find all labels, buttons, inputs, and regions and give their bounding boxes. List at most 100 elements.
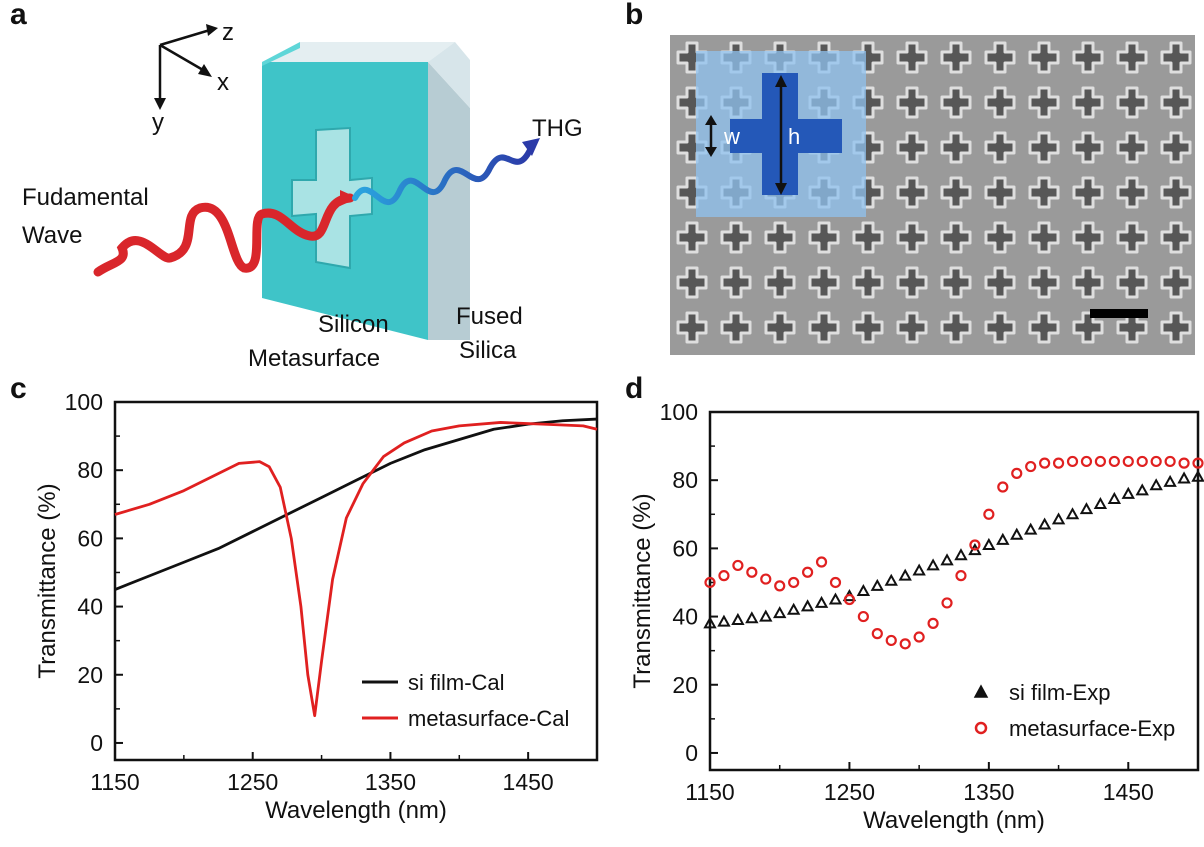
chart-d: 1150 1250 1350 1450 0 20 40 60 80 100 Wavelength (… — [629, 399, 1204, 834]
data-point-circle — [815, 556, 828, 568]
chart-c: 1150 1250 1350 1450 0 20 40 60 80 100 Wavelength (… — [34, 389, 599, 824]
x-tick-label: 1150 — [685, 779, 734, 805]
y-tick-label: 100 — [660, 399, 698, 425]
axis-z-label: z — [222, 19, 234, 46]
data-point-triangle — [912, 563, 926, 576]
data-point-triangle — [996, 532, 1010, 545]
data-point-circle — [1052, 457, 1065, 469]
data-point-triangle — [856, 583, 871, 596]
thg-label: THG — [532, 115, 583, 142]
panel-letter-d: d — [625, 372, 644, 405]
data-point-circle — [1150, 455, 1162, 468]
data-point-triangle — [1107, 491, 1122, 504]
data-point-circle — [746, 566, 758, 578]
x-tick-label: 1450 — [1103, 779, 1154, 805]
data-point-circle — [760, 573, 772, 585]
plot-frame — [113, 400, 599, 762]
data-point-triangle — [717, 614, 731, 627]
data-point-triangle — [1149, 478, 1163, 491]
data-point-circle — [941, 597, 953, 609]
data-point-circle — [871, 628, 883, 640]
data-point-circle — [1108, 455, 1120, 468]
legend-label: metasurface-Exp — [1009, 716, 1175, 741]
x-tick-label: 1450 — [503, 769, 554, 795]
data-point-circle — [1164, 455, 1176, 468]
data-point-circle — [885, 634, 897, 647]
data-point-circle — [829, 576, 842, 589]
x-tick-label: 1250 — [824, 779, 875, 805]
silicon-label-line1: Silicon — [318, 311, 389, 338]
data-point-circle — [843, 593, 856, 606]
data-point-circle — [983, 508, 995, 520]
data-point-circle — [1039, 457, 1051, 469]
y-tick-label: 40 — [672, 604, 698, 630]
y-tick-label: 60 — [77, 525, 103, 551]
x-tick-label: 1350 — [365, 769, 416, 795]
y-tick-label: 80 — [672, 467, 698, 493]
data-point-circle — [802, 566, 814, 578]
x-tick-label: 1350 — [963, 779, 1014, 805]
data-point-triangle — [1177, 471, 1191, 484]
sem-micrograph: w h — [670, 35, 1195, 355]
data-point-circle — [913, 631, 925, 643]
width-label: w — [723, 124, 740, 149]
data-point-triangle — [954, 548, 968, 561]
axis-y-label: y — [152, 109, 164, 136]
data-point-triangle — [1093, 496, 1108, 510]
scale-bar — [1090, 309, 1148, 318]
data-point-circle — [857, 610, 869, 623]
data-point-circle — [1122, 455, 1134, 468]
data-point-triangle — [703, 616, 717, 629]
data-point-circle — [1025, 460, 1037, 473]
data-point-triangle — [926, 558, 940, 571]
data-point-circle — [774, 580, 786, 592]
data-point-triangle — [940, 553, 954, 566]
silica-label-line2: Silica — [459, 337, 517, 364]
legend-label: si film-Cal — [408, 670, 505, 695]
data-point-triangle — [884, 573, 898, 586]
coordinate-axes — [154, 24, 218, 110]
x-axis-label: Wavelength (nm) — [863, 807, 1045, 834]
fundamental-wave-beam — [93, 193, 355, 277]
data-point-circle — [927, 617, 939, 629]
data-point-circle — [732, 559, 744, 572]
legend-label: metasurface-Cal — [408, 706, 569, 731]
data-point-triangle — [1023, 522, 1038, 535]
data-point-circle — [997, 481, 1009, 493]
data-point-triangle — [982, 537, 996, 550]
y-tick-label: 100 — [65, 389, 103, 415]
y-tick-label: 20 — [672, 672, 698, 698]
plot-frame — [708, 410, 1200, 772]
data-point-triangle — [870, 578, 885, 591]
data-point-triangle — [898, 568, 912, 581]
y-tick-label: 80 — [77, 457, 103, 483]
y-axis-label: Transmittance (%) — [34, 483, 61, 678]
y-tick-label: 0 — [685, 740, 698, 766]
data-point-triangle — [759, 609, 773, 622]
fused-label-line1: Fused — [456, 303, 523, 330]
data-point-triangle — [786, 602, 801, 615]
silicon-label-line2: Metasurface — [248, 345, 380, 372]
data-point-triangle — [814, 595, 829, 608]
x-tick-label: 1250 — [227, 769, 278, 795]
y-tick-label: 20 — [77, 662, 103, 688]
data-point-triangle — [1191, 469, 1204, 482]
fused-silica-slab — [262, 42, 470, 340]
data-point-triangle — [1163, 474, 1177, 487]
y-axis-label: Transmittance (%) — [629, 493, 656, 688]
data-point-triangle — [1037, 517, 1052, 530]
data-point-triangle — [1065, 507, 1080, 520]
data-point-triangle — [1121, 486, 1135, 499]
data-point-circle — [1178, 457, 1190, 469]
data-point-circle — [899, 638, 911, 650]
data-point-triangle — [800, 599, 815, 612]
data-point-circle — [1011, 467, 1023, 479]
silicon-metasurface-slab — [262, 42, 428, 340]
data-point-circle — [1080, 455, 1093, 468]
fundamental-wave-label-line2: Wave — [22, 222, 82, 249]
data-point-triangle — [745, 611, 759, 624]
thg-wave-beam — [352, 147, 533, 206]
data-point-triangle — [1135, 483, 1149, 496]
dimension-arrows — [705, 75, 787, 195]
data-point-circle — [704, 576, 716, 589]
